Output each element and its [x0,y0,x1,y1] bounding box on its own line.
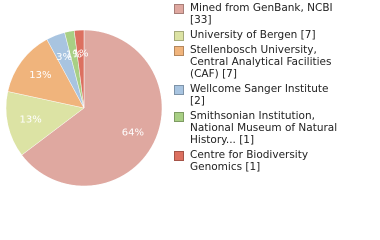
slice [5,91,85,156]
legend-label: Centre for Biodiversity Genomics [1] [190,149,309,173]
slice-label: 1% [73,49,89,60]
pie: 64% 13% 13% 3%1%1% [5,29,163,187]
legend-swatch [174,112,184,122]
slice [21,29,163,187]
legend-swatch [174,151,184,161]
legend-label: Stellenbosch University, Central Analyti… [190,44,332,80]
legend-entry: University of Bergen [7] [174,29,374,41]
legend-swatch [174,46,184,56]
legend-label: Smithsonian Institution, National Museum… [190,110,338,146]
legend-label: Wellcome Sanger Institute [2] [190,83,329,107]
legend-swatch [174,4,184,14]
slice-label: 3% [56,52,72,63]
legend-label: University of Bergen [7] [190,29,316,41]
slice-label: 13% [20,115,42,126]
slice [7,39,85,109]
legend-entry: Mined from GenBank, NCBI [33] [174,2,374,26]
slice-label: 13% [29,70,51,81]
slice [73,29,85,109]
legend-entry: Stellenbosch University, Central Analyti… [174,44,374,80]
legend-entry: Smithsonian Institution, National Museum… [174,110,374,146]
legend: Mined from GenBank, NCBI [33] University … [174,2,374,176]
slice-label: 64% [122,127,144,138]
slice-label: 1% [66,49,82,60]
legend-label: Mined from GenBank, NCBI [33] [190,2,333,26]
legend-entry: Wellcome Sanger Institute [2] [174,83,374,107]
legend-swatch [174,31,184,41]
legend-entry: Centre for Biodiversity Genomics [1] [174,149,374,173]
legend-swatch [174,85,184,95]
